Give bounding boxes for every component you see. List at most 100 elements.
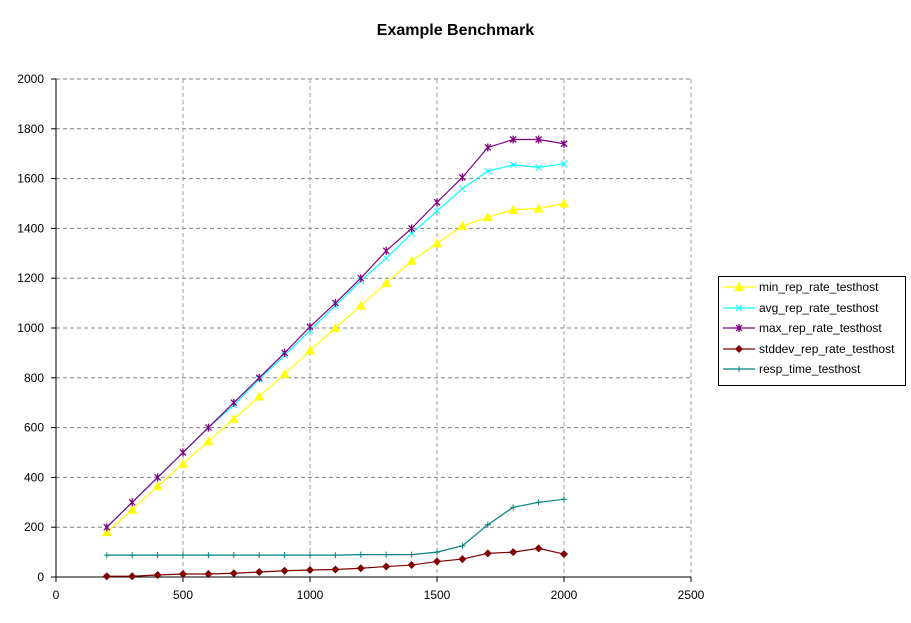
data-point (357, 551, 364, 558)
data-point (510, 504, 517, 511)
data-point (281, 552, 288, 559)
data-point (230, 552, 237, 559)
data-point (101, 527, 112, 537)
data-point (459, 542, 466, 549)
series-stddev_rep_rate_testhost (102, 544, 568, 581)
y-tick-label: 1600 (17, 172, 44, 186)
data-point (509, 135, 517, 144)
data-point (179, 570, 187, 579)
data-point (281, 348, 289, 357)
data-point (535, 164, 542, 171)
data-point (203, 436, 214, 446)
data-point (152, 481, 163, 491)
data-point (330, 323, 341, 332)
data-point (331, 565, 340, 574)
legend-label: avg_rep_rate_testhost (759, 300, 879, 315)
legend-item: avg_rep_rate_testhost (719, 298, 905, 319)
data-point (484, 167, 492, 175)
x-tick-label: 1000 (297, 588, 324, 602)
legend-label: stddev_rep_rate_testhost (759, 341, 895, 356)
data-point (357, 274, 365, 283)
data-point (280, 566, 289, 575)
data-point (127, 504, 138, 514)
data-point (533, 203, 544, 213)
data-point (332, 552, 339, 559)
data-point (382, 254, 390, 262)
data-point (356, 564, 365, 573)
data-point (483, 549, 492, 558)
data-point (229, 569, 238, 578)
y-tick-label: 0 (37, 570, 44, 584)
data-point (484, 143, 492, 152)
data-point (458, 555, 467, 564)
series-resp_time_testhost (103, 496, 567, 559)
x-tick-label: 2500 (678, 588, 705, 602)
legend-item: min_rep_rate_testhost (719, 277, 905, 298)
data-point (204, 423, 212, 432)
data-point (509, 161, 517, 169)
data-point (179, 448, 187, 457)
data-point (433, 198, 441, 207)
data-point (128, 498, 136, 507)
legend-swatch-icon (723, 344, 755, 353)
data-point (406, 255, 417, 265)
data-point (509, 548, 518, 557)
x-tick-label: 0 (53, 588, 60, 602)
data-point (154, 473, 162, 482)
legend-swatch-icon (723, 304, 755, 311)
series-min_rep_rate_testhost (101, 198, 569, 537)
data-point (230, 398, 238, 407)
legend-swatch-icon (723, 282, 755, 291)
data-point (331, 299, 339, 308)
data-point (103, 552, 110, 559)
data-point (228, 413, 239, 423)
data-point (535, 499, 542, 506)
data-point (103, 523, 111, 532)
legend-label: max_rep_rate_testhost (759, 321, 882, 335)
legend-item: resp_time_testhost (719, 359, 905, 380)
data-point (408, 230, 415, 237)
data-point (407, 561, 416, 570)
y-tick-label: 800 (24, 371, 44, 385)
legend-item: stddev_rep_rate_testhost (719, 339, 905, 360)
data-point (433, 207, 441, 215)
legend: min_rep_rate_testhost avg_rep_rate_testho… (718, 276, 906, 386)
x-tick-label: 500 (173, 588, 193, 602)
legend-marker (735, 344, 743, 353)
data-point (434, 549, 440, 556)
data-point (484, 521, 491, 528)
data-point (307, 552, 313, 559)
data-point (561, 496, 567, 503)
x-tick-label: 2000 (551, 588, 578, 602)
data-point (381, 278, 392, 288)
data-point (306, 322, 314, 331)
data-point (432, 238, 442, 248)
y-tick-label: 2000 (17, 72, 44, 86)
data-point (355, 300, 366, 310)
y-tick-label: 400 (24, 470, 44, 484)
y-tick-label: 600 (24, 421, 44, 435)
data-point (482, 212, 493, 222)
data-point (153, 571, 162, 580)
x-tick-label: 1500 (424, 588, 451, 602)
data-point (178, 458, 188, 468)
legend-swatch-icon (723, 324, 755, 332)
legend-marker (735, 304, 743, 311)
series-max_rep_rate_testhost (103, 135, 568, 532)
legend-marker (736, 366, 742, 372)
data-point (129, 552, 136, 559)
y-tick-label: 200 (24, 520, 44, 534)
data-point (458, 173, 466, 182)
data-point (256, 552, 263, 559)
legend-item: max_rep_rate_testhost (719, 318, 905, 339)
y-tick-label: 1200 (17, 271, 44, 285)
legend-label: resp_time_testhost (759, 362, 861, 376)
data-point (306, 566, 314, 575)
data-point (204, 570, 213, 579)
y-tick-label: 1800 (17, 122, 44, 136)
data-point (433, 557, 441, 566)
series-line (106, 163, 565, 528)
data-point (255, 373, 263, 382)
data-point (382, 562, 391, 571)
